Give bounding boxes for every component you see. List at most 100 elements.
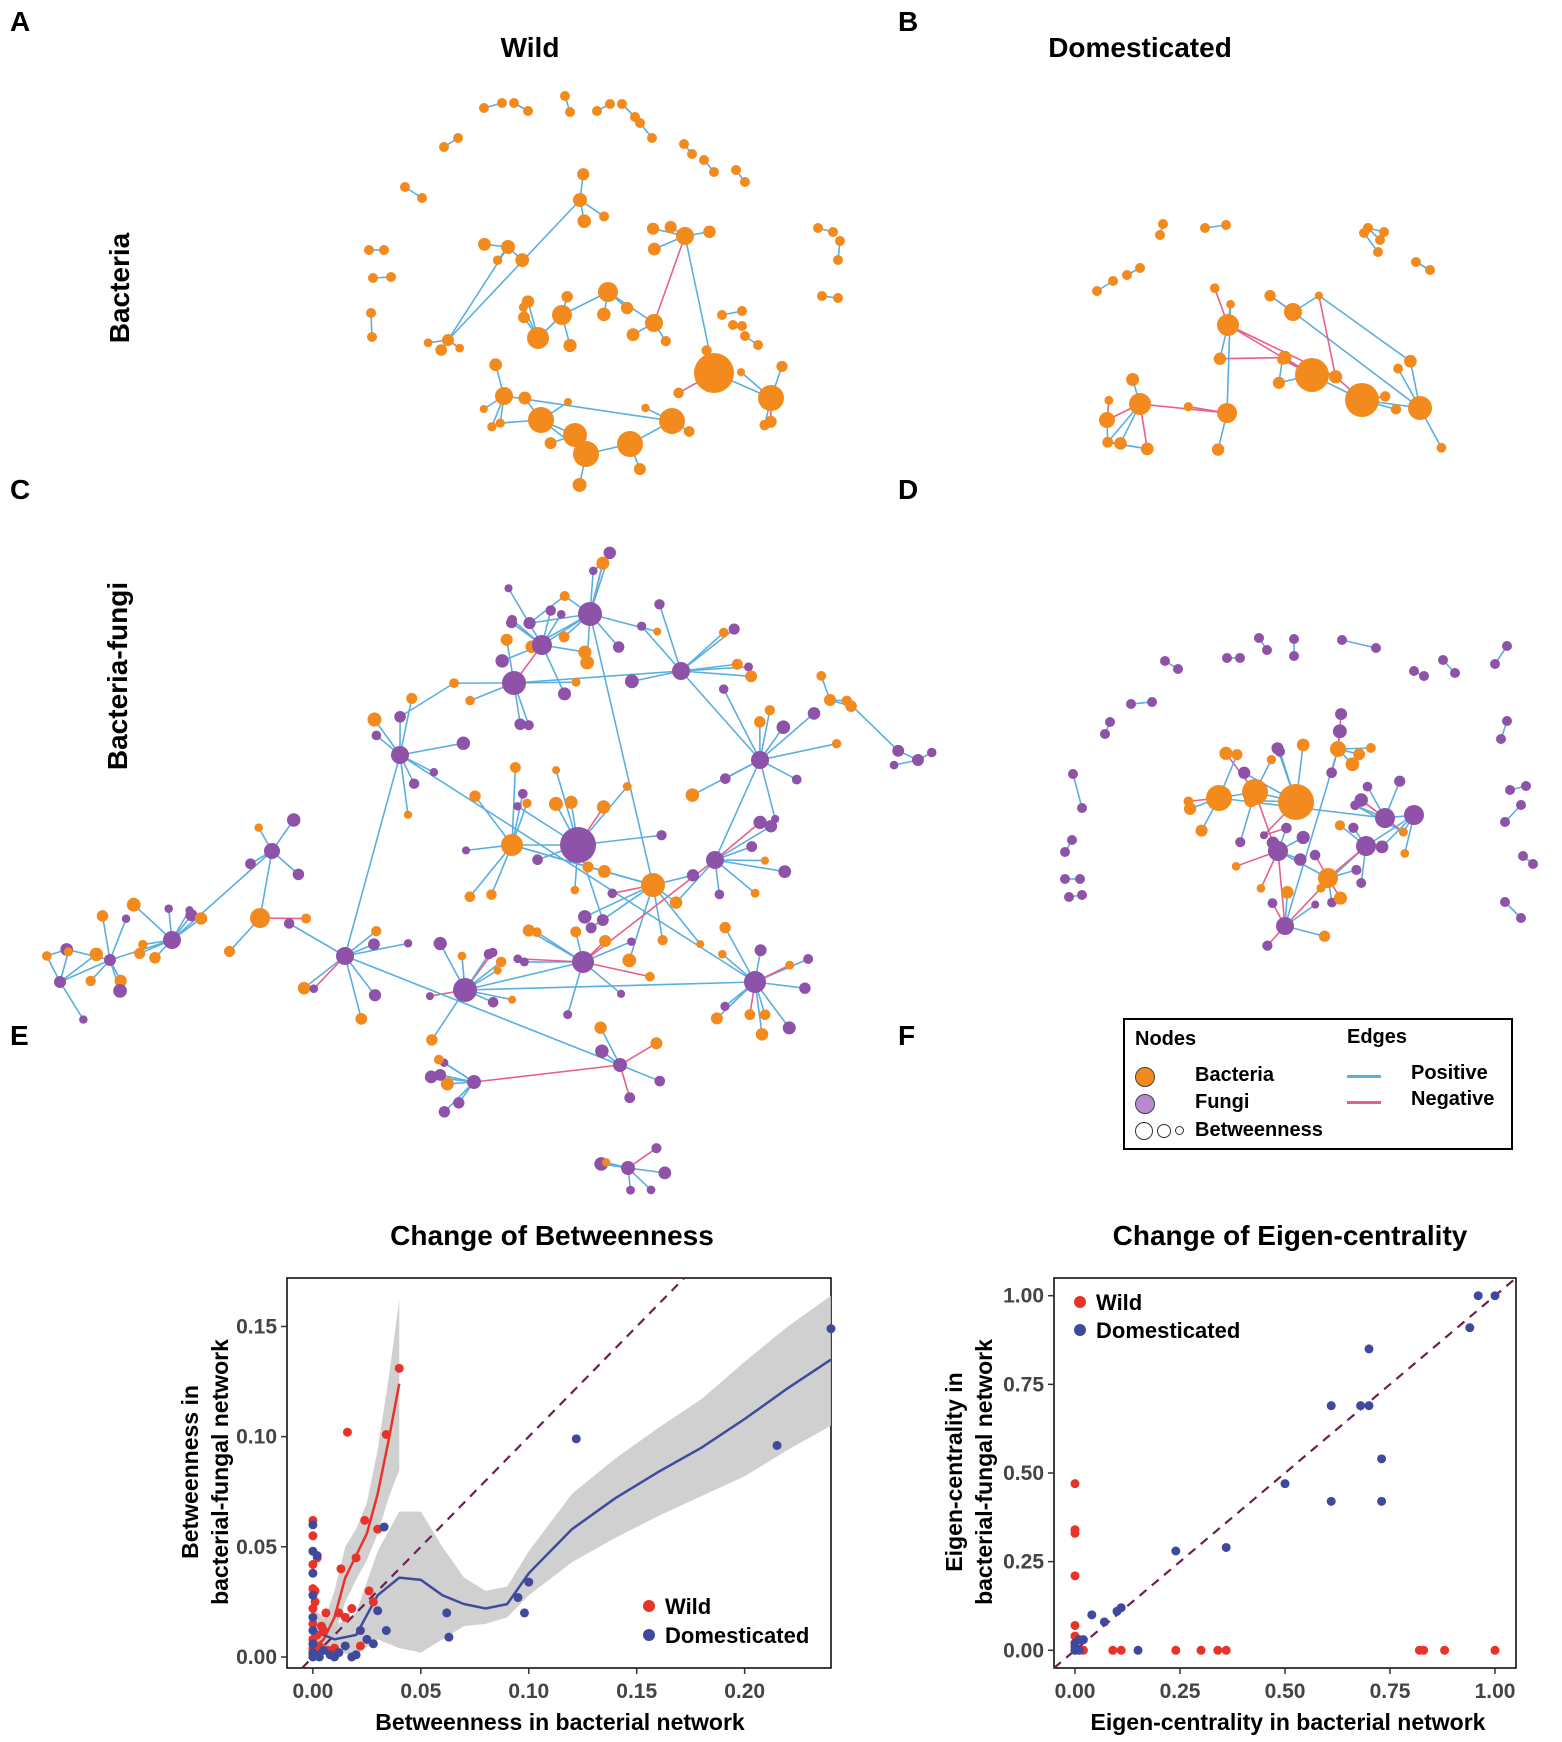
network-node bbox=[605, 99, 615, 109]
network-node bbox=[1268, 841, 1288, 861]
network-node bbox=[522, 798, 532, 809]
network-node bbox=[1330, 741, 1346, 757]
network-node bbox=[495, 387, 513, 405]
network-node bbox=[1309, 849, 1321, 861]
network-node bbox=[1379, 227, 1389, 237]
network-node bbox=[573, 441, 599, 467]
network-node bbox=[596, 556, 610, 570]
network-node bbox=[292, 868, 305, 881]
legend-betweenness-medium-circle bbox=[1157, 1124, 1171, 1138]
point-wild bbox=[340, 1612, 350, 1622]
network-node bbox=[743, 662, 754, 672]
network-node bbox=[1326, 767, 1337, 779]
network-node bbox=[544, 437, 557, 450]
network-node bbox=[621, 1161, 635, 1175]
chart-f-diagonal bbox=[1053, 1277, 1517, 1669]
point-wild bbox=[347, 1604, 357, 1614]
network-node bbox=[791, 774, 802, 785]
network-edge bbox=[399, 698, 413, 756]
network-edge bbox=[513, 670, 682, 684]
network-node bbox=[616, 989, 626, 998]
network-node bbox=[1294, 853, 1307, 866]
network-node bbox=[435, 344, 448, 356]
network-node bbox=[368, 273, 378, 283]
panel-label-f: F bbox=[898, 1020, 916, 1051]
network-edge bbox=[344, 955, 621, 1066]
network-node bbox=[744, 1009, 756, 1021]
network-node bbox=[578, 910, 592, 924]
network-node bbox=[442, 334, 454, 346]
network-node bbox=[603, 546, 616, 560]
chart-f-y-axis: 0.00 0.25 0.50 0.75 1.00 bbox=[1003, 1285, 1054, 1662]
network-node bbox=[759, 1009, 771, 1021]
network-node bbox=[1296, 830, 1310, 845]
y-tick-label: 0.10 bbox=[236, 1426, 277, 1449]
network-node bbox=[831, 738, 842, 749]
network-node bbox=[1264, 290, 1276, 302]
network-node bbox=[1135, 263, 1145, 273]
point-domesticated bbox=[308, 1568, 318, 1578]
point-domesticated bbox=[362, 1634, 372, 1644]
network-edge bbox=[759, 712, 815, 761]
network-node bbox=[1067, 835, 1077, 845]
point-domesticated bbox=[1326, 1401, 1336, 1411]
network-node bbox=[597, 865, 611, 878]
network-node bbox=[1400, 848, 1410, 858]
point-domesticated bbox=[1465, 1323, 1475, 1333]
network-node bbox=[598, 282, 618, 302]
network-node bbox=[572, 951, 594, 973]
x-tick-label: 0.05 bbox=[400, 1680, 441, 1703]
network-node bbox=[1404, 354, 1417, 368]
point-wild bbox=[351, 1553, 361, 1563]
network-node bbox=[423, 338, 433, 348]
point-domesticated bbox=[355, 1626, 365, 1636]
chart-f-title: Change of Eigen-centrality bbox=[1113, 1220, 1468, 1251]
network-node bbox=[425, 992, 434, 1001]
network-node bbox=[1394, 775, 1406, 787]
network-node bbox=[626, 1185, 635, 1195]
network-node bbox=[1209, 283, 1220, 293]
network-node bbox=[654, 1075, 666, 1087]
network-node bbox=[1371, 643, 1381, 653]
network-node bbox=[596, 800, 611, 814]
network-node bbox=[664, 220, 677, 234]
network-node bbox=[718, 684, 729, 694]
network-node bbox=[104, 954, 116, 966]
point-wild bbox=[1196, 1645, 1206, 1655]
network-node bbox=[440, 1077, 454, 1091]
point-domesticated bbox=[351, 1650, 361, 1660]
network-node bbox=[1490, 659, 1500, 669]
network-node bbox=[500, 633, 513, 646]
network-edge bbox=[447, 199, 581, 341]
network-node bbox=[627, 937, 636, 946]
network-node bbox=[367, 712, 382, 727]
network-node bbox=[495, 956, 507, 968]
network-node bbox=[400, 182, 410, 192]
y-tick-label: 0.05 bbox=[236, 1536, 277, 1559]
point-wild bbox=[360, 1515, 370, 1525]
network-node bbox=[1259, 831, 1269, 840]
network-node bbox=[613, 1058, 627, 1072]
network-node bbox=[1363, 223, 1373, 233]
network-node bbox=[487, 422, 497, 432]
network-node bbox=[433, 936, 447, 951]
network-edge bbox=[1219, 356, 1285, 360]
network-node bbox=[1345, 383, 1379, 417]
network-domesticated-bacteria-fungi bbox=[1060, 633, 1538, 951]
network-node bbox=[686, 869, 700, 882]
chart-f-ylabel-line2: bacterial-fungal network bbox=[971, 1339, 997, 1605]
network-node bbox=[570, 926, 582, 938]
network-edge bbox=[714, 825, 772, 861]
network-node bbox=[572, 477, 587, 492]
network-node bbox=[592, 106, 602, 116]
network-node bbox=[1183, 802, 1197, 815]
network-node bbox=[457, 951, 467, 961]
network-node bbox=[1408, 396, 1432, 420]
network-node bbox=[759, 419, 770, 431]
network-node bbox=[565, 107, 575, 117]
network-node bbox=[1296, 738, 1310, 752]
network-node bbox=[1353, 748, 1366, 761]
legend-fungi-label: Fungi bbox=[1195, 1091, 1250, 1113]
network-node bbox=[1332, 724, 1347, 739]
network-node bbox=[647, 133, 657, 143]
